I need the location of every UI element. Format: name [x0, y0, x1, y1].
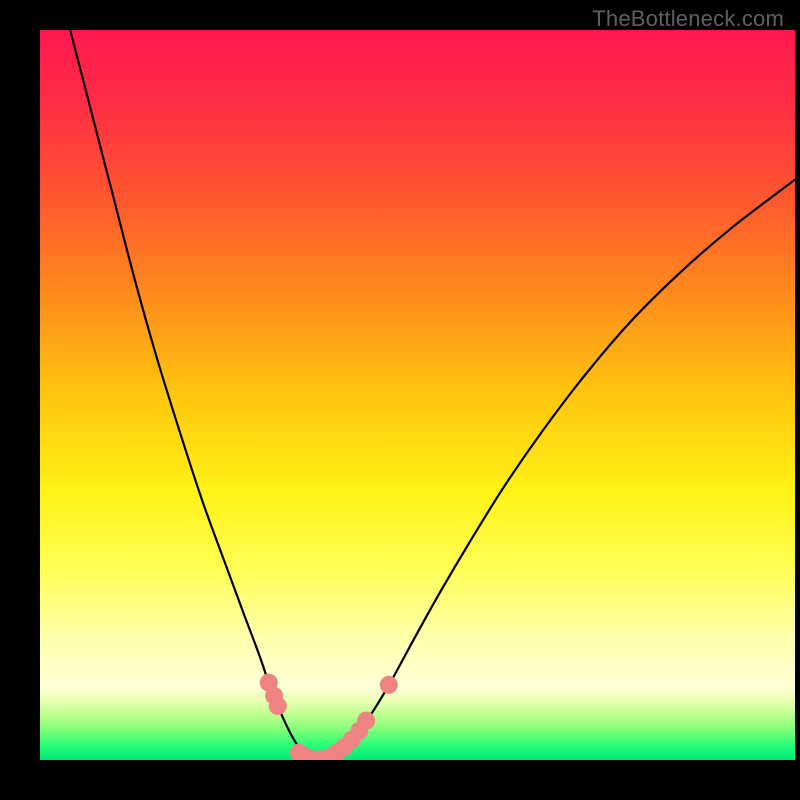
data-marker [380, 676, 398, 694]
plot-area [40, 30, 795, 760]
markers-group [260, 674, 398, 760]
watermark-text: TheBottleneck.com [592, 6, 784, 32]
curve-svg [40, 30, 795, 760]
chart-frame: TheBottleneck.com [0, 0, 800, 800]
curve-right-branch [319, 180, 795, 760]
data-marker [269, 697, 287, 715]
curve-left-branch [70, 30, 319, 760]
data-marker [357, 712, 375, 730]
